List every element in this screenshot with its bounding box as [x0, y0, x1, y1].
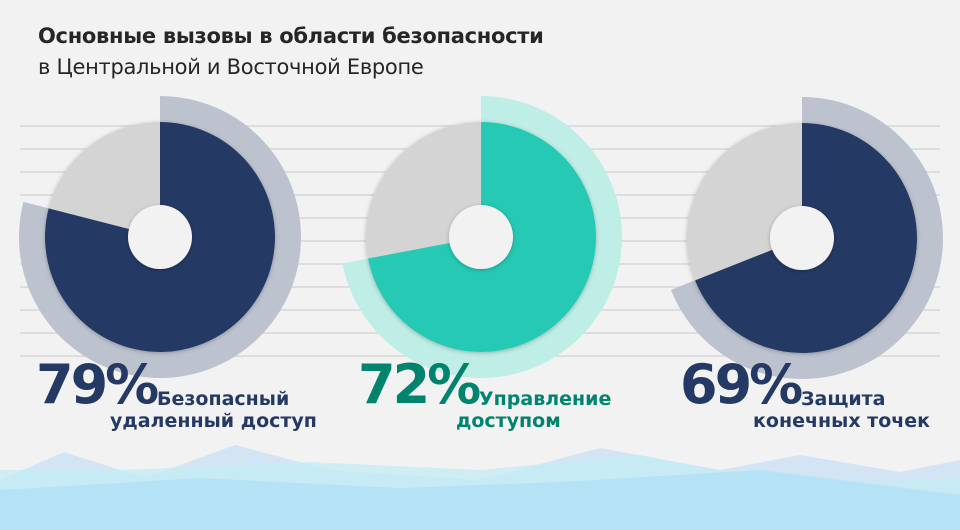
label-line-2: удаленный доступ	[110, 410, 317, 432]
percent-value: 79%	[36, 353, 159, 416]
donut-hole	[128, 205, 192, 269]
label-line-2: доступом	[456, 410, 561, 432]
donut-2	[342, 96, 622, 379]
label-line-2: конечных точек	[753, 410, 931, 432]
percent-value: 72%	[358, 353, 481, 416]
label-line-1: Безопасный	[157, 388, 290, 410]
percent-value: 69%	[680, 353, 803, 416]
donut-hole	[449, 205, 513, 269]
donut-3	[670, 97, 943, 380]
chart-title: Основные вызовы в области безопасности	[38, 24, 544, 48]
label-line-1: Защита	[801, 388, 886, 410]
donut-1	[19, 96, 302, 378]
chart-subtitle: в Центральной и Восточной Европе	[38, 55, 424, 79]
label-line-1: Управление	[479, 388, 612, 410]
mountain-decoration	[0, 445, 960, 530]
donut-hole	[770, 206, 834, 270]
